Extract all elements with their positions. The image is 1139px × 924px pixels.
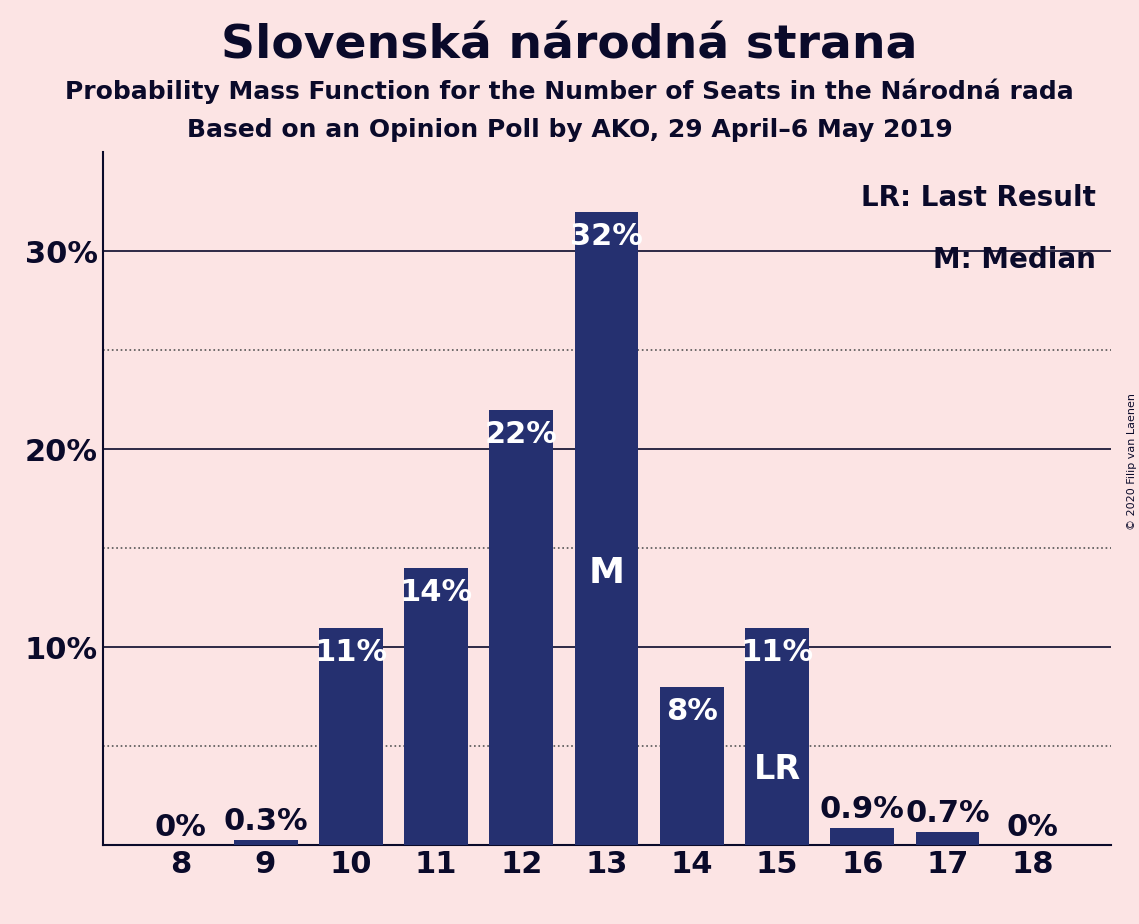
Text: 0.3%: 0.3% xyxy=(223,807,308,835)
Bar xyxy=(319,627,383,845)
Bar xyxy=(404,568,468,845)
Text: 11%: 11% xyxy=(740,638,813,666)
Text: M: Median: M: Median xyxy=(933,246,1096,274)
Text: Based on an Opinion Poll by AKO, 29 April–6 May 2019: Based on an Opinion Poll by AKO, 29 Apri… xyxy=(187,118,952,142)
Text: M: M xyxy=(589,556,624,590)
Bar xyxy=(233,840,297,845)
Bar xyxy=(916,832,980,845)
Text: 11%: 11% xyxy=(314,638,387,666)
Text: 0%: 0% xyxy=(155,812,206,842)
Text: Probability Mass Function for the Number of Seats in the Národná rada: Probability Mass Function for the Number… xyxy=(65,79,1074,104)
Text: © 2020 Filip van Laenen: © 2020 Filip van Laenen xyxy=(1126,394,1137,530)
Bar xyxy=(574,212,639,845)
Text: 32%: 32% xyxy=(571,222,642,250)
Bar xyxy=(745,627,809,845)
Text: 0.7%: 0.7% xyxy=(906,798,990,828)
Text: LR: Last Result: LR: Last Result xyxy=(861,184,1096,212)
Bar xyxy=(830,828,894,845)
Text: 8%: 8% xyxy=(666,697,718,726)
Text: 14%: 14% xyxy=(400,578,473,607)
Bar xyxy=(490,410,554,845)
Text: LR: LR xyxy=(753,753,801,785)
Text: 0.9%: 0.9% xyxy=(820,795,904,823)
Text: 0%: 0% xyxy=(1007,812,1058,842)
Text: Slovenská národná strana: Slovenská národná strana xyxy=(221,23,918,68)
Text: 22%: 22% xyxy=(485,419,558,449)
Bar xyxy=(659,687,723,845)
